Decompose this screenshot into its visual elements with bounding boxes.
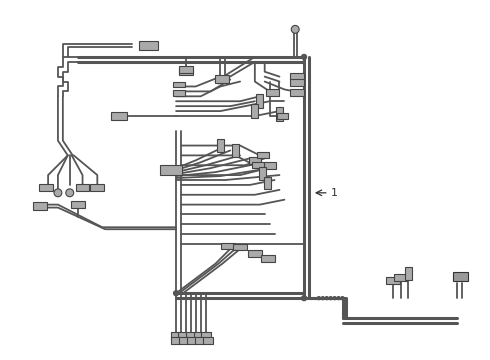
Circle shape — [302, 54, 307, 59]
Bar — [264, 176, 271, 189]
Bar — [33, 202, 47, 210]
Bar — [217, 139, 224, 152]
Bar — [171, 332, 181, 339]
Bar — [194, 332, 204, 339]
Bar — [252, 162, 264, 168]
Bar — [266, 89, 279, 96]
Bar — [290, 79, 304, 86]
Bar — [160, 165, 182, 175]
Circle shape — [325, 297, 328, 300]
Circle shape — [54, 189, 62, 197]
Bar — [251, 104, 258, 118]
Bar — [405, 267, 412, 280]
Bar — [187, 337, 197, 344]
Bar — [186, 332, 196, 339]
Text: 1: 1 — [331, 188, 338, 198]
Bar — [248, 251, 262, 257]
Bar — [91, 184, 104, 191]
Bar — [290, 73, 304, 80]
Circle shape — [341, 297, 344, 300]
Bar — [139, 41, 158, 50]
Bar — [179, 66, 193, 73]
Circle shape — [333, 297, 336, 300]
Bar — [71, 201, 84, 208]
Bar — [39, 184, 53, 191]
Bar — [393, 274, 408, 281]
Bar — [256, 94, 263, 108]
Bar — [290, 89, 304, 96]
Bar — [171, 337, 181, 344]
Circle shape — [329, 297, 332, 300]
Bar — [232, 144, 239, 157]
Circle shape — [66, 189, 74, 197]
Bar — [178, 332, 188, 339]
Circle shape — [291, 26, 299, 33]
Bar — [276, 107, 283, 121]
Circle shape — [337, 297, 340, 300]
Bar — [201, 332, 211, 339]
Circle shape — [173, 291, 178, 296]
Bar — [216, 75, 229, 82]
Bar — [276, 113, 288, 119]
Bar — [261, 255, 274, 262]
Bar — [195, 337, 205, 344]
Bar — [386, 277, 399, 284]
Bar — [111, 112, 127, 120]
Bar — [203, 337, 213, 344]
Circle shape — [321, 297, 324, 300]
Bar — [233, 243, 247, 251]
Bar — [249, 157, 261, 164]
Bar — [179, 337, 189, 344]
Circle shape — [302, 296, 307, 301]
Bar — [173, 82, 185, 87]
Bar — [221, 243, 235, 249]
Bar — [75, 184, 90, 191]
Bar — [173, 90, 185, 96]
Bar — [453, 271, 468, 282]
Bar — [179, 68, 193, 75]
Bar — [259, 167, 266, 180]
Circle shape — [318, 297, 320, 300]
Bar — [257, 152, 269, 158]
Bar — [264, 162, 275, 169]
